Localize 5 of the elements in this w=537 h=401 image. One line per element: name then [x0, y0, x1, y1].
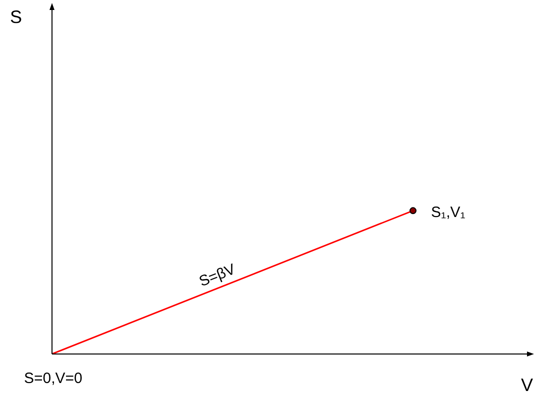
text: S=0,V=0 — [24, 370, 82, 388]
text: S=βV — [196, 260, 238, 290]
annotation: S₁,V₁ — [431, 204, 466, 221]
x-axis-title: V — [520, 374, 534, 395]
text: S — [10, 6, 22, 27]
